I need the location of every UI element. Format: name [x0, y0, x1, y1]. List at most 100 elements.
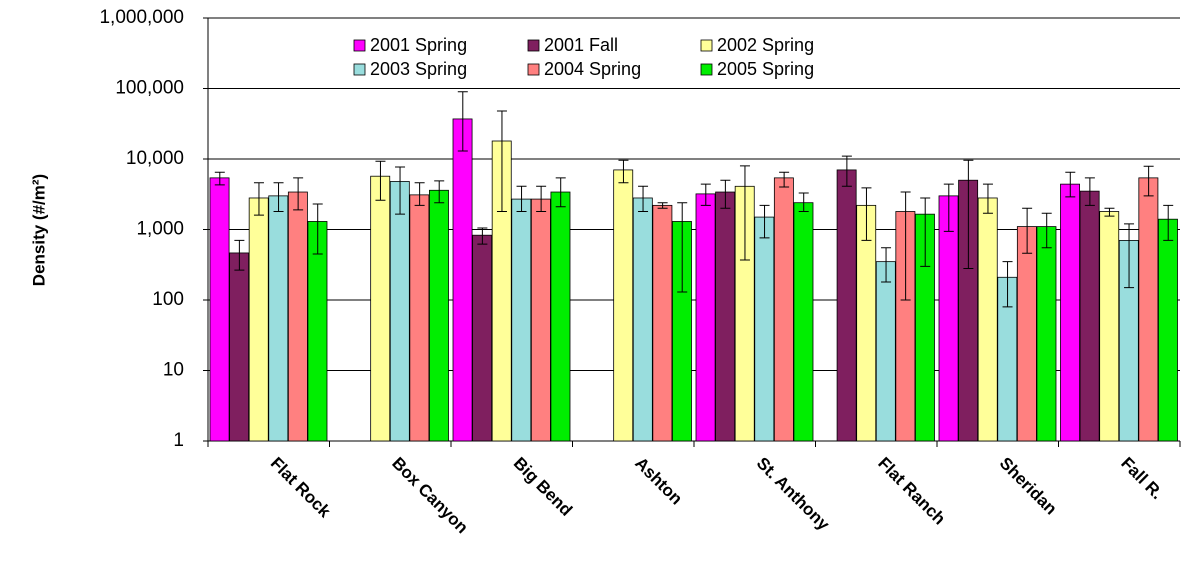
- legend-swatch: [700, 39, 713, 52]
- bar: [773, 177, 794, 442]
- error-bar: [881, 247, 892, 283]
- error-bar: [312, 203, 323, 255]
- y-tick-label: 100: [152, 289, 184, 310]
- error-bar: [657, 202, 668, 209]
- legend-label: 2001 Spring: [370, 35, 467, 55]
- legend-label: 2003 Spring: [370, 59, 467, 79]
- y-tick-label: 10: [163, 360, 184, 381]
- x-tick-label: Fall R.: [1117, 454, 1167, 504]
- error-bar: [234, 239, 245, 271]
- legend-swatch: [527, 39, 540, 52]
- error-bar: [841, 155, 852, 187]
- bar: [530, 198, 551, 442]
- bar: [1099, 211, 1120, 442]
- error-bar: [1124, 223, 1135, 289]
- error-bar: [739, 165, 750, 261]
- bar: [209, 177, 230, 442]
- error-bar: [434, 180, 445, 204]
- bar: [389, 181, 410, 442]
- bar: [1036, 226, 1057, 442]
- bar: [409, 194, 430, 442]
- bar: [511, 198, 532, 442]
- error-bar: [516, 185, 527, 213]
- error-bar: [982, 183, 993, 214]
- bar: [1158, 218, 1178, 442]
- error-bar: [900, 191, 911, 301]
- error-bar: [536, 185, 547, 213]
- bar: [695, 193, 716, 442]
- bar: [875, 261, 896, 442]
- error-bar: [1143, 165, 1154, 197]
- error-bar: [759, 204, 770, 239]
- legend-label: 2002 Spring: [717, 35, 814, 55]
- error-bar: [273, 182, 284, 213]
- error-bar: [253, 182, 264, 216]
- legend-swatch: [527, 63, 540, 76]
- error-bar: [720, 179, 731, 209]
- bar: [370, 175, 391, 442]
- bar: [793, 202, 814, 442]
- bar: [652, 204, 673, 442]
- bar: [1016, 226, 1037, 442]
- bar: [977, 197, 998, 442]
- y-tick-label: 10,000: [126, 148, 184, 169]
- bar: [1060, 183, 1080, 442]
- y-tick-label: 1,000,000: [99, 7, 184, 28]
- bar: [613, 169, 634, 442]
- error-bar: [1163, 204, 1174, 241]
- error-bar: [457, 91, 468, 152]
- error-bar: [1104, 207, 1115, 217]
- error-bar: [798, 192, 809, 213]
- y-tick-label: 1: [173, 430, 184, 451]
- legend-label: 2005 Spring: [717, 59, 814, 79]
- bar: [229, 252, 250, 442]
- x-tick-label: Flat Ranch: [874, 454, 949, 529]
- x-tick-label: Big Bend: [510, 454, 576, 520]
- bar: [429, 189, 449, 442]
- bar: [938, 195, 959, 442]
- x-tick-label: Flat Rock: [267, 454, 335, 522]
- legend-label: 2004 Spring: [544, 59, 641, 79]
- error-bar: [700, 183, 711, 206]
- error-bar: [496, 110, 507, 213]
- y-axis-label: Density (#/m²): [29, 174, 48, 286]
- error-bar: [861, 187, 872, 241]
- bar: [268, 195, 289, 442]
- error-bar: [1084, 177, 1095, 206]
- bar: [452, 118, 473, 442]
- bar: [754, 216, 775, 442]
- error-bar: [1065, 171, 1076, 198]
- error-bar: [677, 202, 688, 293]
- error-bar: [920, 197, 931, 267]
- error-bar: [1002, 261, 1013, 308]
- bar: [632, 197, 653, 442]
- bar: [248, 197, 269, 442]
- legend-label: 2001 Fall: [544, 35, 618, 55]
- y-tick-label: 100,000: [115, 78, 184, 99]
- error-bar: [943, 183, 954, 232]
- error-bar: [293, 177, 304, 211]
- bar: [472, 234, 493, 442]
- error-bar: [1041, 212, 1052, 249]
- bar: [1138, 177, 1159, 442]
- y-tick-label: 1,000: [136, 219, 184, 240]
- legend-swatch: [700, 63, 713, 76]
- error-bar: [779, 171, 790, 188]
- error-bar: [618, 159, 629, 184]
- error-bar: [395, 166, 406, 215]
- error-bar: [555, 177, 566, 208]
- error-bar: [414, 182, 425, 206]
- x-tick-label: St. Anthony: [753, 454, 834, 535]
- x-tick-label: Ashton: [631, 454, 686, 509]
- error-bar: [214, 171, 225, 186]
- x-tick-label: Box Canyon: [388, 454, 472, 538]
- bar: [550, 191, 571, 442]
- legend-swatch: [353, 39, 366, 52]
- legend-swatch: [353, 63, 366, 76]
- error-bar: [1022, 207, 1033, 254]
- bar: [287, 191, 308, 442]
- error-bar: [477, 227, 488, 245]
- error-bar: [963, 159, 974, 269]
